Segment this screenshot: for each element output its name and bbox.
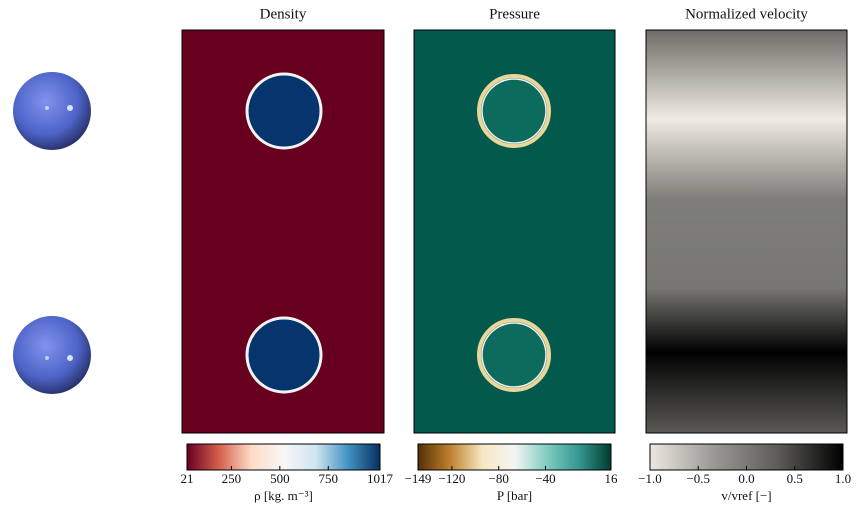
spheres xyxy=(13,72,91,394)
colorbar-tick-label: −149 xyxy=(405,471,432,486)
colorbar-tick-label: 1017 xyxy=(367,471,394,486)
panel-title: Pressure xyxy=(489,6,540,22)
panel-title: Normalized velocity xyxy=(685,6,808,22)
colorbar-tick-label: −40 xyxy=(535,471,555,486)
colorbar-tick-label: 250 xyxy=(222,471,242,486)
colorbar-label: ρ [kg. m⁻³] xyxy=(254,488,313,503)
colorbar-tick-label: 21 xyxy=(181,471,194,486)
panel-title: Density xyxy=(260,6,307,22)
colorbar-tick-label: 16 xyxy=(605,471,619,486)
colorbar-tick-label: −0.5 xyxy=(686,471,710,486)
colorbar-tick-label: 0.5 xyxy=(787,471,803,486)
colorbar-tick-label: 0.0 xyxy=(738,471,754,486)
colorbar-label: P [bar] xyxy=(497,488,532,503)
colorbar xyxy=(649,443,844,471)
colorbar-tick-label: −80 xyxy=(489,471,509,486)
colorbar-tick-label: 500 xyxy=(270,471,290,486)
colorbar xyxy=(186,443,381,471)
colorbar-tick-label: 1.0 xyxy=(835,471,851,486)
colorbar xyxy=(417,443,612,471)
velocity-field xyxy=(645,29,848,434)
pressure-field xyxy=(413,29,616,434)
colorbar-label: v/vref [−] xyxy=(721,488,771,503)
density-field xyxy=(181,29,385,434)
colorbar-tick-label: −120 xyxy=(438,471,465,486)
colorbar-tick-label: 750 xyxy=(319,471,339,486)
colorbar-tick-label: −1.0 xyxy=(638,471,662,486)
